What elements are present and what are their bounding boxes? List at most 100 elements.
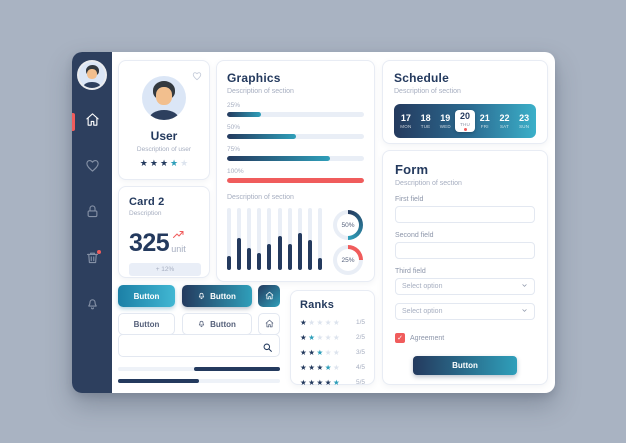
- donut-column: 50% 25%: [332, 208, 364, 275]
- donut-label: 25%: [341, 256, 355, 264]
- outline-home-icon-button[interactable]: [258, 313, 280, 335]
- sidebar-item-security[interactable]: [72, 204, 112, 224]
- first-field-input[interactable]: [395, 206, 535, 223]
- rank-stars[interactable]: ★ ★ ★ ★ ★: [300, 347, 340, 357]
- sidebar-item-favorites[interactable]: [72, 158, 112, 178]
- schedule-day-19[interactable]: 19 WED: [439, 112, 451, 130]
- star-icon: ★: [159, 158, 169, 168]
- select-option-dropdown-2[interactable]: Select option: [395, 303, 535, 320]
- rank-label: 3/5: [355, 348, 365, 356]
- outline-button[interactable]: Button: [118, 313, 175, 335]
- stat-card-description: Description: [129, 210, 162, 217]
- chart-bar: [277, 208, 282, 270]
- chart-bar: [247, 208, 252, 270]
- star-icon: ★: [316, 347, 324, 357]
- dashboard-panel: User Description of user ★ ★ ★ ★ ★ Card 2 De…: [72, 52, 555, 393]
- sidebar: [72, 52, 112, 393]
- star-icon: ★: [139, 158, 148, 168]
- schedule-day-21[interactable]: 21 FRI: [479, 112, 490, 130]
- donut-chart-50: 50%: [333, 210, 363, 240]
- schedule-card: Schedule Description of section 17 MON 18 T…: [382, 60, 548, 144]
- outline-bell-button[interactable]: Button: [181, 313, 252, 335]
- rank-row: ★ ★ ★ ★ ★ 3/5: [300, 347, 365, 357]
- star-icon: ★: [332, 362, 340, 372]
- star-icon: ★: [308, 332, 315, 342]
- star-icon: ★: [308, 347, 315, 357]
- star-icon: ★: [300, 362, 307, 372]
- rank-stars[interactable]: ★ ★ ★ ★ ★: [300, 362, 340, 372]
- star-icon: ★: [324, 377, 332, 387]
- star-icon: ★: [300, 332, 307, 342]
- select-option-dropdown[interactable]: Select option: [395, 278, 535, 295]
- search-box: [118, 334, 280, 357]
- third-field-label: Third field: [395, 268, 426, 275]
- primary-home-icon-button[interactable]: [258, 285, 280, 307]
- schedule-strip: 17 MON 18 TUE 19 WED 20 THU 21 FRI 22 SAT 23 SUN: [394, 104, 536, 138]
- trend-up-icon: [172, 226, 185, 244]
- bell-icon: [197, 319, 206, 330]
- chart-bar: [257, 208, 262, 270]
- graphics-card: Graphics Description of section 25% 50% 75…: [216, 60, 375, 282]
- star-icon: ★: [308, 362, 315, 372]
- rank-label: 1/5: [355, 318, 365, 326]
- progress-item: 75%: [227, 146, 364, 161]
- star-icon: ★: [180, 158, 189, 168]
- ranks-list: ★ ★ ★ ★ ★ 1/5 ★ ★ ★ ★ ★ 2/5 ★ ★ ★ ★ ★ 3/5 ★ ★ ★ ★ ★ 4/5 ★ ★ ★ ★ ★ 5/5: [300, 317, 365, 387]
- sidebar-item-home[interactable]: [72, 112, 112, 132]
- chevron-down-icon: [521, 307, 528, 316]
- user-card-description: Description of user: [136, 146, 192, 153]
- rank-stars[interactable]: ★ ★ ★ ★ ★: [300, 332, 340, 342]
- progress-item: 100%: [227, 168, 364, 183]
- stat-change-badge: + 12%: [129, 263, 201, 276]
- button-row-primary: Button Button: [118, 285, 280, 307]
- schedule-day-20[interactable]: 20 THU: [455, 109, 475, 133]
- slider-right-fill[interactable]: [118, 367, 280, 371]
- schedule-day-23[interactable]: 23 SUN: [519, 112, 530, 130]
- slider-left-fill[interactable]: [118, 379, 280, 383]
- rank-stars[interactable]: ★ ★ ★ ★ ★: [300, 317, 340, 327]
- graphics-title: Graphics: [227, 71, 281, 85]
- rank-label: 5/5: [355, 378, 365, 386]
- agreement-row: ✓ Agreement: [395, 333, 535, 343]
- form-submit-button[interactable]: Button: [413, 356, 517, 375]
- search-icon[interactable]: [262, 340, 273, 352]
- stat-card-title: Card 2: [129, 196, 165, 208]
- favorite-heart-icon[interactable]: [192, 68, 202, 86]
- schedule-day-18[interactable]: 18 TUE: [420, 112, 431, 130]
- chart-bar: [307, 208, 312, 270]
- graphics-description: Description of section: [227, 88, 294, 95]
- star-icon: ★: [324, 332, 332, 342]
- schedule-title: Schedule: [394, 71, 449, 85]
- rank-stars[interactable]: ★ ★ ★ ★ ★: [300, 377, 340, 387]
- bar-chart: [227, 208, 332, 270]
- sidebar-item-notifications[interactable]: [72, 296, 112, 316]
- stat-card: Card 2 Description 325 unit + 12%: [118, 186, 210, 278]
- stat-value: 325: [129, 228, 170, 257]
- sidebar-item-trash[interactable]: [72, 250, 112, 270]
- sidebar-avatar[interactable]: [79, 62, 105, 88]
- chevron-down-icon: [521, 282, 528, 291]
- first-field-label: First field: [395, 196, 424, 203]
- primary-navy-bell-button[interactable]: Button: [181, 285, 252, 307]
- heart-icon: [85, 158, 100, 178]
- ranks-title: Ranks: [300, 299, 335, 311]
- schedule-day-17[interactable]: 17 MON: [400, 112, 412, 130]
- second-field-input[interactable]: [395, 242, 535, 259]
- button-row-secondary: Button Button: [118, 313, 280, 335]
- chart-bar: [297, 208, 302, 270]
- primary-teal-button[interactable]: Button: [118, 285, 175, 307]
- schedule-day-22[interactable]: 22 SAT: [499, 112, 510, 130]
- home-icon: [265, 319, 274, 330]
- second-field-label: Second field: [395, 232, 434, 239]
- star-icon: ★: [324, 347, 332, 357]
- agreement-label: Agreement: [410, 334, 445, 342]
- star-icon: ★: [332, 317, 340, 327]
- user-rating-stars[interactable]: ★ ★ ★ ★ ★: [119, 159, 209, 168]
- agreement-checkbox[interactable]: ✓: [395, 333, 405, 343]
- rank-row: ★ ★ ★ ★ ★ 2/5: [300, 332, 365, 342]
- star-icon: ★: [170, 158, 179, 168]
- star-icon: ★: [316, 332, 324, 342]
- star-icon: ★: [308, 317, 315, 327]
- star-icon: ★: [300, 347, 307, 357]
- search-input[interactable]: [118, 334, 280, 357]
